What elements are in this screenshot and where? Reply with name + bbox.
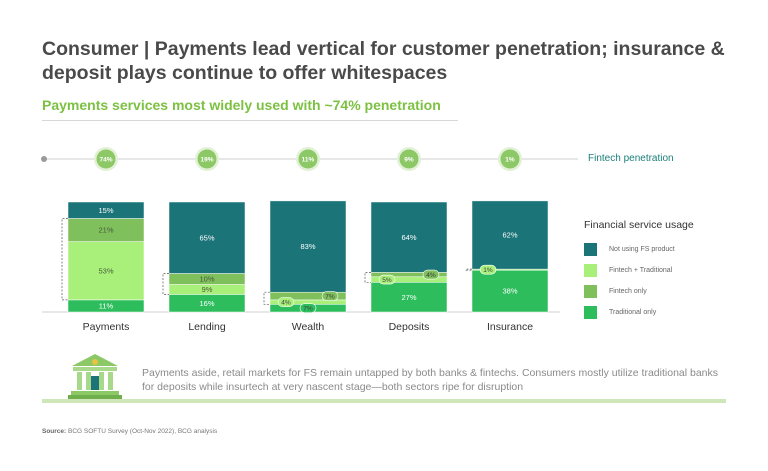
fintech-bracket xyxy=(162,273,169,295)
note-underline xyxy=(42,399,726,403)
legend-label: Fintech + Traditional xyxy=(609,267,673,274)
legend-item: Traditional only xyxy=(584,302,694,323)
bar-segment xyxy=(471,200,549,270)
bar-segment xyxy=(168,201,246,274)
legend-item: Fintech only xyxy=(584,281,694,302)
data-label: 21% xyxy=(98,226,113,235)
category-label: Payments xyxy=(83,321,130,333)
source-text: BCG SOFTU Survey (Oct-Nov 2022), BCG ana… xyxy=(68,428,218,435)
fintech-penetration-label: Fintech penetration xyxy=(588,153,674,164)
data-label: 7% xyxy=(303,306,313,313)
source-note: Source: BCG SOFTU Survey (Oct-Nov 2022),… xyxy=(42,428,217,435)
data-label: 83% xyxy=(300,242,315,251)
penetration-circle xyxy=(399,149,419,169)
data-label: 53% xyxy=(98,266,113,275)
category-label: Lending xyxy=(188,321,226,333)
penetration-value: 1% xyxy=(505,157,515,164)
penetration-value: 11% xyxy=(302,157,315,164)
chart-legend: Financial service usage Not using FS pro… xyxy=(584,219,694,323)
penetration-circle xyxy=(298,149,318,169)
bank-icon xyxy=(68,354,122,399)
bar-segment xyxy=(471,269,549,313)
bar-segment xyxy=(269,200,347,293)
data-label: 7% xyxy=(325,293,335,300)
summary-note: Payments aside, retail markets for FS re… xyxy=(142,367,719,393)
source-prefix: Source: xyxy=(42,428,67,435)
penetration-line-start xyxy=(41,156,47,162)
legend-label: Fintech only xyxy=(609,288,647,295)
page-subtitle: Payments services most widely used with … xyxy=(42,97,441,113)
penetration-value: 74% xyxy=(99,157,112,164)
legend-title: Financial service usage xyxy=(584,219,694,231)
legend-label: Traditional only xyxy=(609,309,657,316)
data-label-pill xyxy=(321,291,339,301)
data-label: 27% xyxy=(401,293,416,302)
penetration-value: 9% xyxy=(404,157,414,164)
data-label: 1% xyxy=(483,267,493,274)
data-label: 16% xyxy=(199,299,214,308)
data-label: 4% xyxy=(281,300,291,307)
data-label: 62% xyxy=(502,231,517,240)
penetration-value: 19% xyxy=(200,157,213,164)
category-label: Insurance xyxy=(487,321,533,333)
page-title: Consumer | Payments lead vertical for cu… xyxy=(42,38,725,84)
data-label-pill xyxy=(299,303,317,313)
legend-swatch xyxy=(584,243,597,256)
data-label-pill xyxy=(479,264,497,275)
penetration-circle xyxy=(197,149,217,169)
data-label: 38% xyxy=(502,287,517,296)
bar-segment xyxy=(370,282,448,313)
legend-label: Not using FS product xyxy=(609,246,675,253)
bar-segment xyxy=(67,201,145,219)
legend-swatch xyxy=(584,306,597,319)
subtitle-divider xyxy=(42,120,458,121)
legend-swatch xyxy=(584,285,597,298)
data-label-pill xyxy=(422,269,440,280)
data-label: 10% xyxy=(199,275,214,284)
data-label: 4% xyxy=(426,272,436,279)
bar-segment xyxy=(67,241,145,301)
penetration-circle xyxy=(500,149,520,169)
bar-segment xyxy=(370,201,448,273)
fintech-bracket xyxy=(61,218,68,301)
data-label: 9% xyxy=(202,285,213,294)
data-label-pill xyxy=(277,297,295,307)
fintech-bracket xyxy=(364,272,371,283)
data-label: 65% xyxy=(199,233,214,242)
legend-item: Not using FS product xyxy=(584,239,694,260)
fintech-bracket xyxy=(465,268,472,271)
legend-item: Fintech + Traditional xyxy=(584,260,694,281)
penetration-circle xyxy=(96,149,116,169)
legend-swatch xyxy=(584,264,597,277)
fintech-bracket xyxy=(263,291,270,305)
data-label: 15% xyxy=(98,206,113,215)
data-label-pill xyxy=(378,274,396,285)
data-label: 5% xyxy=(382,277,392,284)
category-label: Deposits xyxy=(389,321,430,333)
data-label: 11% xyxy=(99,302,114,311)
category-label: Wealth xyxy=(292,321,325,333)
data-label: 64% xyxy=(401,233,416,242)
